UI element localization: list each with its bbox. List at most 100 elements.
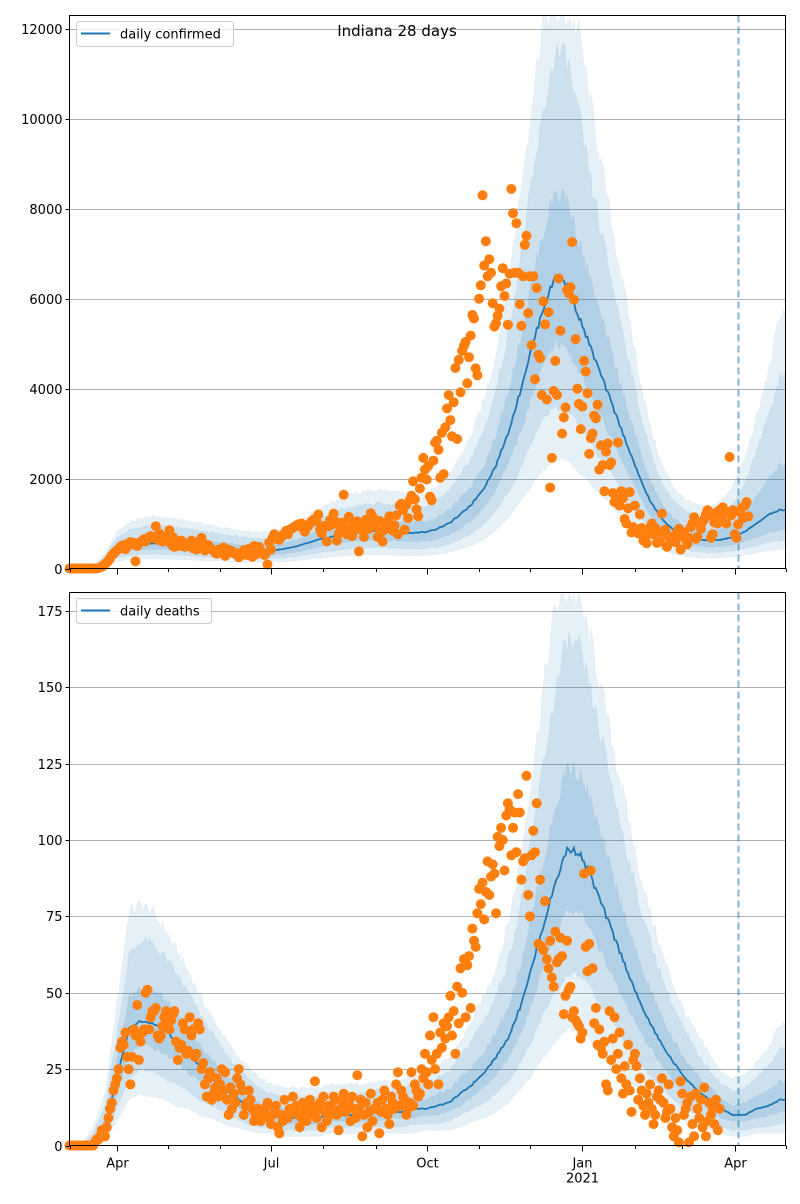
deaths-observed-point [694,1113,705,1123]
deaths-observed-point [700,1131,711,1142]
deaths-observed-point [641,1088,652,1099]
deaths-observed-point [489,868,500,879]
confirmed-observed-point [577,401,588,412]
confirmed-observed-point [606,457,617,468]
confirmed-y-tick-label: 8000 [29,203,62,218]
confirmed-observed-point [612,437,623,448]
deaths-legend-label: daily deaths [120,605,200,620]
deaths-observed-point [150,1003,161,1013]
confirmed-axes: 0 2000 4000 6000 8000 10000 12000 Indiana 28 d… [21,15,787,578]
confirmed-observed-point [575,424,586,435]
deaths-observed-point [111,1073,122,1084]
deaths-observed-point [228,1088,239,1099]
deaths-observed-point [164,1024,175,1035]
deaths-observed-point [545,935,556,946]
deaths-observed-point [365,1088,376,1099]
deaths-y-tick-label: 50 [46,987,63,1002]
confirmed-observed-point [538,296,549,307]
confirmed-observed-point [634,509,645,520]
confirmed-observed-point [601,446,612,457]
deaths-y-tick-label: 175 [38,605,63,620]
deaths-observed-point [614,1027,625,1038]
deaths-observed-point [428,1012,439,1023]
deaths-observed-point [420,1048,430,1059]
deaths-observed-point [653,1085,664,1096]
deaths-observed-point [274,1128,285,1139]
deaths-observed-point [100,1131,110,1142]
deaths-observed-point [650,1109,661,1120]
deaths-observed-point [689,1131,700,1142]
confirmed-legend-label: daily confirmed [120,28,221,43]
confirmed-observed-point [450,363,461,373]
deaths-observed-point [103,1113,114,1123]
confirmed-observed-point [431,435,442,446]
deaths-observed-point [677,1088,688,1099]
confirmed-observed-point [558,412,569,423]
confirmed-observed-point [464,352,474,363]
deaths-observed-point [714,1103,725,1114]
confirmed-observed-point [508,208,518,219]
x-tick-label: Jan [571,1157,592,1172]
confirmed-observed-point [413,511,424,522]
deaths-observed-point [120,1027,131,1038]
deaths-y-tick-label: 100 [38,834,63,849]
deaths-observed-point [360,1097,371,1108]
deaths-y-tick-label: 150 [38,681,63,696]
deaths-observed-point [477,877,488,888]
deaths-observed-point [516,874,527,885]
deaths-observed-point [442,1021,452,1032]
deaths-observed-point [487,859,498,870]
deaths-observed-point [531,798,542,809]
deaths-observed-point [597,1048,608,1059]
confirmed-observed-point [599,486,610,497]
confirmed-observed-point [442,403,452,414]
confirmed-observed-point [641,538,652,549]
confirmed-observed-point [484,254,495,265]
confirmed-observed-point [540,319,551,330]
deaths-observed-point [611,1064,622,1075]
confirmed-observed-point [465,330,476,341]
deaths-observed-point [521,770,532,781]
x-tick-label: Oct [416,1157,438,1172]
confirmed-observed-point [462,378,473,389]
confirmed-observed-point [541,394,552,405]
x-tick-label: Apr [724,1157,747,1172]
deaths-observed-point [367,1116,378,1127]
confirmed-observed-point [531,283,542,293]
confirmed-observed-point [629,500,640,511]
deaths-observed-point [144,1024,155,1035]
confirmed-observed-point [584,448,595,459]
confirmed-observed-point [523,308,534,319]
deaths-observed-point [607,1033,618,1044]
confirmed-observed-point [130,556,141,567]
chart-title: Indiana 28 days [337,22,457,40]
confirmed-observed-point [511,218,522,229]
confirmed-observed-point [321,536,332,547]
confirmed-observed-point [391,510,402,521]
deaths-observed-point [524,911,535,922]
confirmed-y-tick-label: 4000 [29,383,62,398]
deaths-legend-box [76,598,212,624]
confirmed-observed-point [502,319,513,330]
deaths-observed-point [184,1012,195,1023]
deaths-observed-point [155,1030,166,1041]
deaths-observed-point [421,1067,432,1078]
confirmed-observed-point [521,230,532,241]
deaths-observed-point [619,1061,630,1072]
deaths-observed-point [470,941,481,952]
deaths-observed-point [384,1119,395,1130]
confirmed-observed-point [724,452,735,462]
deaths-observed-point [133,1055,144,1065]
confirmed-observed-point [389,520,400,531]
deaths-observed-point [287,1091,298,1102]
confirmed-observed-point [452,434,463,444]
deaths-observed-point [673,1137,684,1148]
deaths-observed-point [450,1048,461,1059]
confirmed-observed-point [624,487,635,498]
confirmed-observed-point [469,313,479,324]
deaths-axes: 0 25 50 75 100 125 150 175 Apr Jul Oct Jan2021Apr … [38,591,787,1187]
confirmed-observed-point [567,237,578,248]
deaths-observed-point [262,1097,273,1108]
